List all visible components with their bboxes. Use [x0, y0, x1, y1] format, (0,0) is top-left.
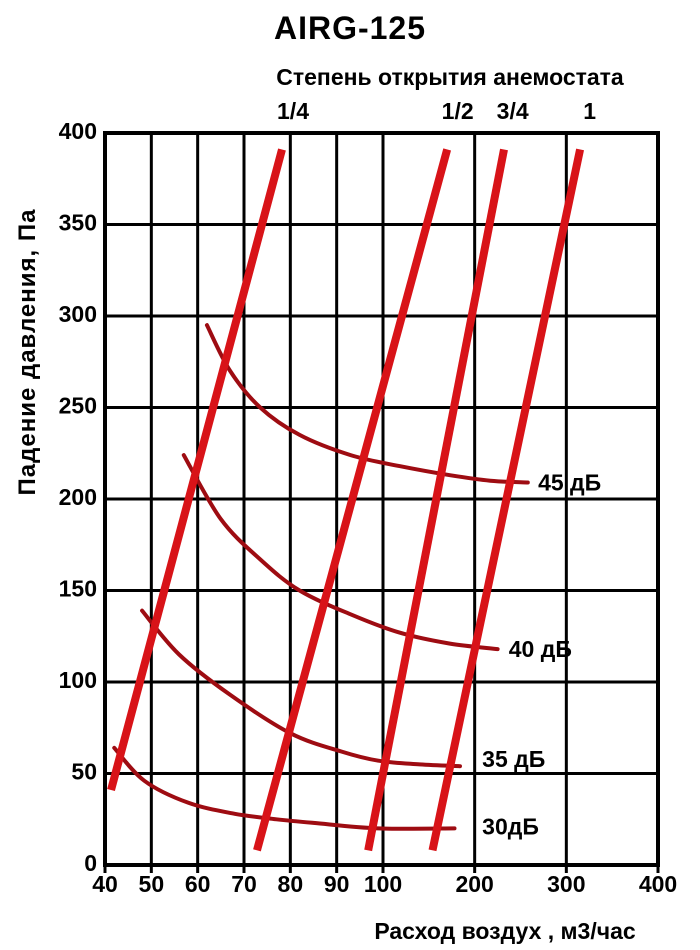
opening-line-1 [428, 148, 584, 852]
x-tick-label-60: 60 [185, 871, 211, 897]
top-tick-label-1: 1 [583, 98, 596, 124]
y-tick-label-400: 400 [59, 118, 97, 144]
x-tick-label-70: 70 [231, 871, 257, 897]
noise-curve-label-45-дБ: 45 дБ [538, 469, 601, 495]
x-tick-label-400: 400 [639, 871, 677, 897]
y-tick-label-150: 150 [59, 576, 97, 602]
top-tick-label-1-2: 1/2 [442, 98, 474, 124]
noise-curve-label-35-дБ: 35 дБ [482, 746, 545, 772]
top-axis-title: Степень открытия анемостата [276, 64, 624, 90]
x-tick-label-40: 40 [92, 871, 118, 897]
x-tick-label-100: 100 [364, 871, 402, 897]
y-tick-label-350: 350 [59, 210, 97, 236]
opening-line-3-4 [364, 148, 508, 852]
page-title: AIRG-125 [273, 10, 427, 46]
plot-border [103, 131, 660, 867]
y-tick-label-0: 0 [84, 850, 97, 876]
opening-line-1-4 [107, 148, 286, 792]
top-tick-label-3-4: 3/4 [497, 98, 529, 124]
noise-curve-35-дБ [140, 608, 462, 769]
opening-line-1-2 [253, 148, 452, 852]
y-tick-label-100: 100 [59, 667, 97, 693]
noise-curve-label-40-дБ: 40 дБ [509, 636, 572, 662]
y-tick-label-300: 300 [59, 301, 97, 327]
y-axis-title: Падение давления, Па [14, 208, 41, 496]
noise-curve-label-30дБ: 30дБ [482, 813, 539, 839]
noise-curve-30дБ [112, 745, 457, 831]
y-tick-label-200: 200 [59, 484, 97, 510]
top-tick-label-1-4: 1/4 [277, 98, 309, 124]
y-tick-label-250: 250 [59, 393, 97, 419]
x-tick-label-90: 90 [324, 871, 350, 897]
x-tick-label-80: 80 [278, 871, 304, 897]
x-tick-label-200: 200 [455, 871, 493, 897]
y-tick-label-50: 50 [71, 759, 97, 785]
noise-curve-45-дБ [204, 323, 530, 485]
x-tick-label-50: 50 [139, 871, 165, 897]
x-tick-label-300: 300 [547, 871, 585, 897]
x-axis-title: Расход воздух , м3/час [374, 918, 636, 944]
